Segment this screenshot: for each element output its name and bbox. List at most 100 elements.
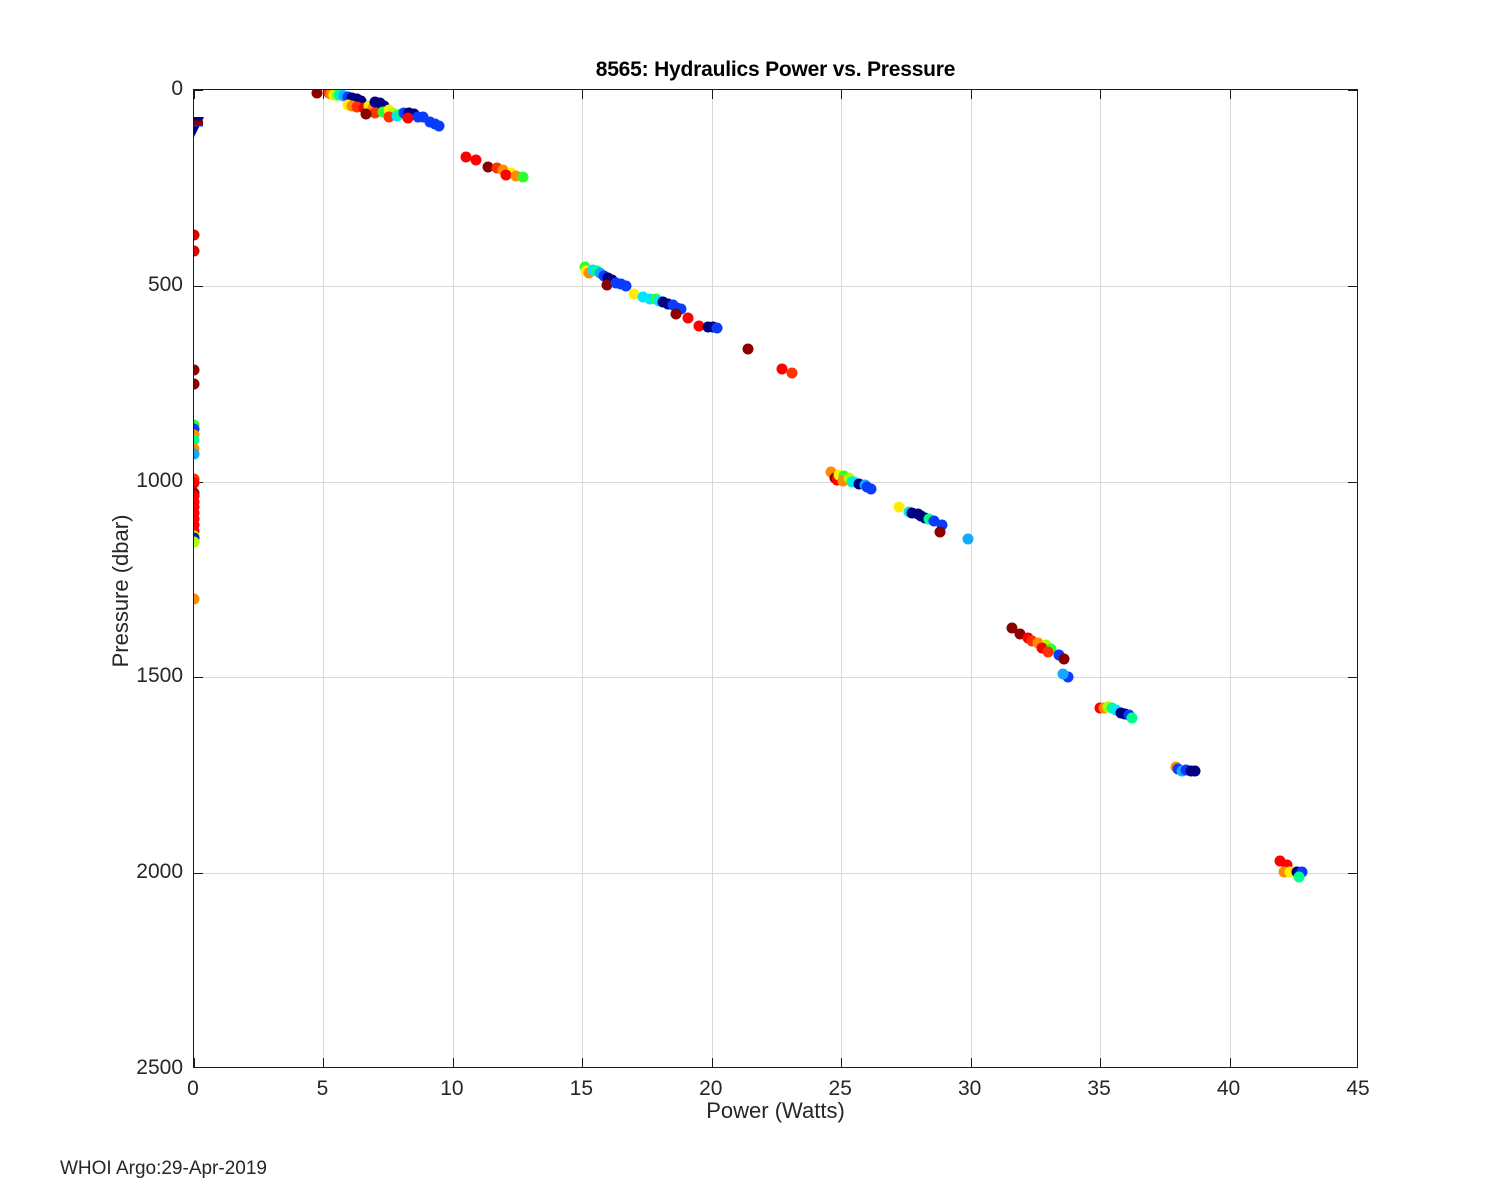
scatter-marker <box>378 100 390 112</box>
x-tick-label: 35 <box>1087 1077 1111 1100</box>
scatter-marker <box>682 312 694 324</box>
scatter-marker <box>460 151 472 163</box>
scatter-marker <box>417 111 429 123</box>
scatter-marker <box>517 171 529 183</box>
tick-mark-y-right <box>1348 677 1357 679</box>
scatter-points <box>194 90 1357 1067</box>
gridline-vertical <box>841 90 843 1067</box>
tick-mark-x <box>841 1058 843 1067</box>
scatter-marker <box>1014 628 1026 640</box>
tick-mark-x-top <box>452 90 454 99</box>
scatter-marker <box>351 101 363 113</box>
scatter-marker <box>825 466 837 478</box>
scatter-marker <box>194 434 200 446</box>
scatter-marker <box>194 364 200 376</box>
gridline-vertical <box>1100 90 1102 1067</box>
plot-area <box>193 89 1358 1068</box>
tick-mark-x <box>582 1058 584 1067</box>
scatter-marker <box>936 519 948 531</box>
scatter-marker <box>194 536 200 548</box>
gridline-vertical <box>1229 90 1231 1067</box>
y-tick-label: 1000 <box>136 468 183 492</box>
gridlines <box>194 90 1357 1067</box>
scatter-marker <box>355 95 367 107</box>
gridline-horizontal <box>194 873 1357 875</box>
tick-mark-y-right <box>1348 873 1357 875</box>
tick-mark-x <box>1229 1058 1231 1067</box>
scatter-marker <box>1284 866 1296 878</box>
scatter-marker <box>837 475 849 487</box>
scatter-marker <box>194 525 200 537</box>
x-tick-label: 25 <box>828 1077 852 1100</box>
scatter-marker <box>194 593 200 605</box>
scatter-marker <box>644 293 656 305</box>
scatter-marker <box>194 507 200 519</box>
tick-mark-x <box>452 1058 454 1067</box>
page-title: 8565: Hydraulics Power vs. Pressure <box>595 58 956 81</box>
scatter-marker <box>1058 653 1070 665</box>
scatter-marker <box>1278 866 1290 878</box>
scatter-marker <box>670 308 682 320</box>
scatter-marker <box>194 513 200 525</box>
scatter-marker <box>194 448 200 460</box>
scatter-marker <box>369 107 381 119</box>
scatter-marker <box>776 363 788 375</box>
scatter-marker <box>628 288 640 300</box>
scatter-marker <box>1036 642 1048 654</box>
tick-mark-x <box>1100 1058 1102 1067</box>
scatter-marker <box>194 519 200 531</box>
scatter-marker <box>433 120 445 132</box>
gridline-vertical <box>323 90 325 1067</box>
footer-credit: WHOI Argo:29-Apr-2019 <box>60 1158 267 1179</box>
y-tick-label: 0 <box>171 77 183 100</box>
x-tick-label: 45 <box>1346 1077 1370 1100</box>
scatter-marker <box>637 291 649 303</box>
gridline-horizontal <box>194 481 1357 483</box>
gridline-vertical <box>452 90 454 1067</box>
scatter-marker <box>194 378 200 390</box>
tick-mark-x <box>711 1058 713 1067</box>
scatter-marker <box>934 526 946 538</box>
scatter-marker <box>510 170 522 182</box>
scatter-marker <box>962 533 974 545</box>
tick-mark-y <box>194 90 203 91</box>
y-tick-label: 500 <box>147 272 183 296</box>
x-axis-label: Power (Watts) <box>706 1098 845 1123</box>
tick-mark-x-top <box>841 90 843 99</box>
tick-mark-x-top <box>1229 90 1231 99</box>
gridline-vertical <box>970 90 972 1067</box>
scatter-marker <box>1026 635 1037 647</box>
scatter-marker-triangle <box>194 117 204 138</box>
tick-mark-x-top <box>711 90 713 99</box>
x-tick-label: 15 <box>569 1077 594 1100</box>
scatter-marker <box>693 320 705 332</box>
scatter-marker <box>1057 668 1069 680</box>
tick-mark-x <box>970 1058 972 1067</box>
scatter-marker <box>928 515 940 527</box>
scatter-marker <box>1281 859 1292 871</box>
tick-mark-x-top <box>970 90 972 99</box>
scatter-marker <box>1062 671 1074 683</box>
x-tick-label: 40 <box>1216 1077 1241 1100</box>
tick-mark-x-top <box>194 90 195 99</box>
scatter-marker <box>482 161 494 173</box>
x-tick-label: 20 <box>699 1077 723 1100</box>
scatter-marker <box>711 322 723 334</box>
scatter-marker <box>1006 622 1018 634</box>
scatter-marker <box>194 229 200 241</box>
gridline-vertical <box>711 90 713 1067</box>
scatter-marker <box>1274 855 1286 867</box>
scatter-marker <box>620 280 632 292</box>
scatter-marker <box>377 106 389 118</box>
y-tick-label: 2000 <box>136 860 183 884</box>
tick-mark-y-right <box>1348 285 1357 287</box>
scatter-marker <box>1042 646 1054 658</box>
x-tick-label: 5 <box>316 1077 329 1100</box>
tick-mark-y-right <box>1348 481 1357 483</box>
scatter-marker <box>383 111 395 123</box>
y-axis-label: Pressure (dbar) <box>108 514 133 668</box>
scatter-marker <box>1126 712 1138 724</box>
x-tick-label: 30 <box>957 1077 982 1100</box>
scatter-marker <box>601 279 613 291</box>
